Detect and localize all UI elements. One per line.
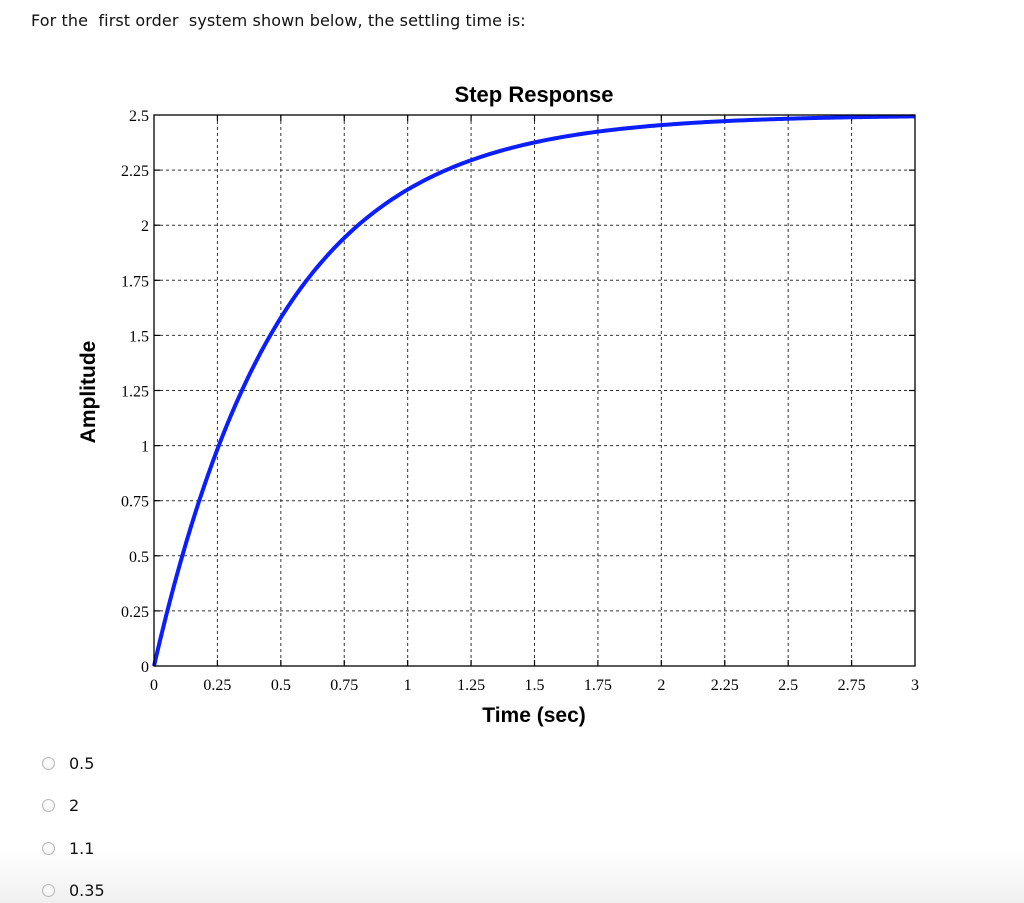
y-tick-labels: 0 0.25 0.5 0.75 1 1.25 1.5 1.75 2 2.25 2.5 <box>121 108 149 676</box>
x-tick-label: 1.25 <box>457 677 485 694</box>
option-2[interactable]: 2 <box>40 795 79 815</box>
chart-ticks <box>154 115 915 666</box>
y-tick-label: 1 <box>141 439 149 456</box>
option-label: 0.5 <box>69 753 95 773</box>
x-tick-label: 0.75 <box>330 677 358 694</box>
radio-button[interactable] <box>42 883 55 897</box>
option-0.35[interactable]: 0.35 <box>40 880 105 900</box>
chart-title: Step Response <box>455 82 614 107</box>
y-tick-label: 2.25 <box>121 163 149 180</box>
y-tick-label: 1.25 <box>121 384 149 401</box>
chart-grid <box>154 115 915 666</box>
radio-button[interactable] <box>42 798 55 812</box>
option-1.1[interactable]: 1.1 <box>40 838 94 858</box>
x-tick-label: 1.75 <box>584 677 612 694</box>
option-label: 1.1 <box>69 838 95 858</box>
x-tick-label: 2 <box>657 677 665 694</box>
x-tick-label: 2.75 <box>838 677 866 694</box>
step-response-curve <box>152 114 916 667</box>
x-tick-labels: 0 0.25 0.5 0.75 1 1.25 1.5 1.75 2 2.25 2.5 2.75 3 <box>150 677 919 694</box>
option-0.5[interactable]: 0.5 <box>40 753 94 773</box>
y-tick-label: 0.75 <box>121 494 149 511</box>
x-tick-label: 0.5 <box>271 677 291 694</box>
y-tick-label: 0.5 <box>129 549 149 566</box>
y-tick-label: 0 <box>141 659 149 676</box>
plot-frame <box>153 114 916 667</box>
x-tick-label: 1 <box>404 677 412 694</box>
y-tick-label: 1.5 <box>129 328 149 345</box>
y-tick-label: 1.75 <box>121 273 149 290</box>
step-response-chart: Step Response 0 0.25 0.5 0.75 1 1.25 1.5 1.75 2 2… <box>77 82 919 727</box>
x-tick-label: 1.5 <box>525 677 545 694</box>
y-tick-label: 2 <box>141 218 149 235</box>
radio-button[interactable] <box>42 841 55 855</box>
x-tick-label: 0.25 <box>203 677 231 694</box>
x-tick-label: 2.25 <box>711 677 739 694</box>
option-label: 2 <box>69 795 80 815</box>
x-axis-label: Time (sec) <box>482 704 586 727</box>
x-tick-label: 0 <box>150 677 158 694</box>
x-tick-label: 3 <box>911 677 919 694</box>
option-label: 0.35 <box>69 880 105 900</box>
question-text: For the first order system shown below, … <box>31 11 526 30</box>
x-tick-label: 2.5 <box>778 677 798 694</box>
radio-button[interactable] <box>42 756 55 770</box>
y-tick-label: 0.25 <box>121 604 149 621</box>
y-axis-label: Amplitude <box>77 341 100 444</box>
y-tick-label: 2.5 <box>129 108 149 125</box>
